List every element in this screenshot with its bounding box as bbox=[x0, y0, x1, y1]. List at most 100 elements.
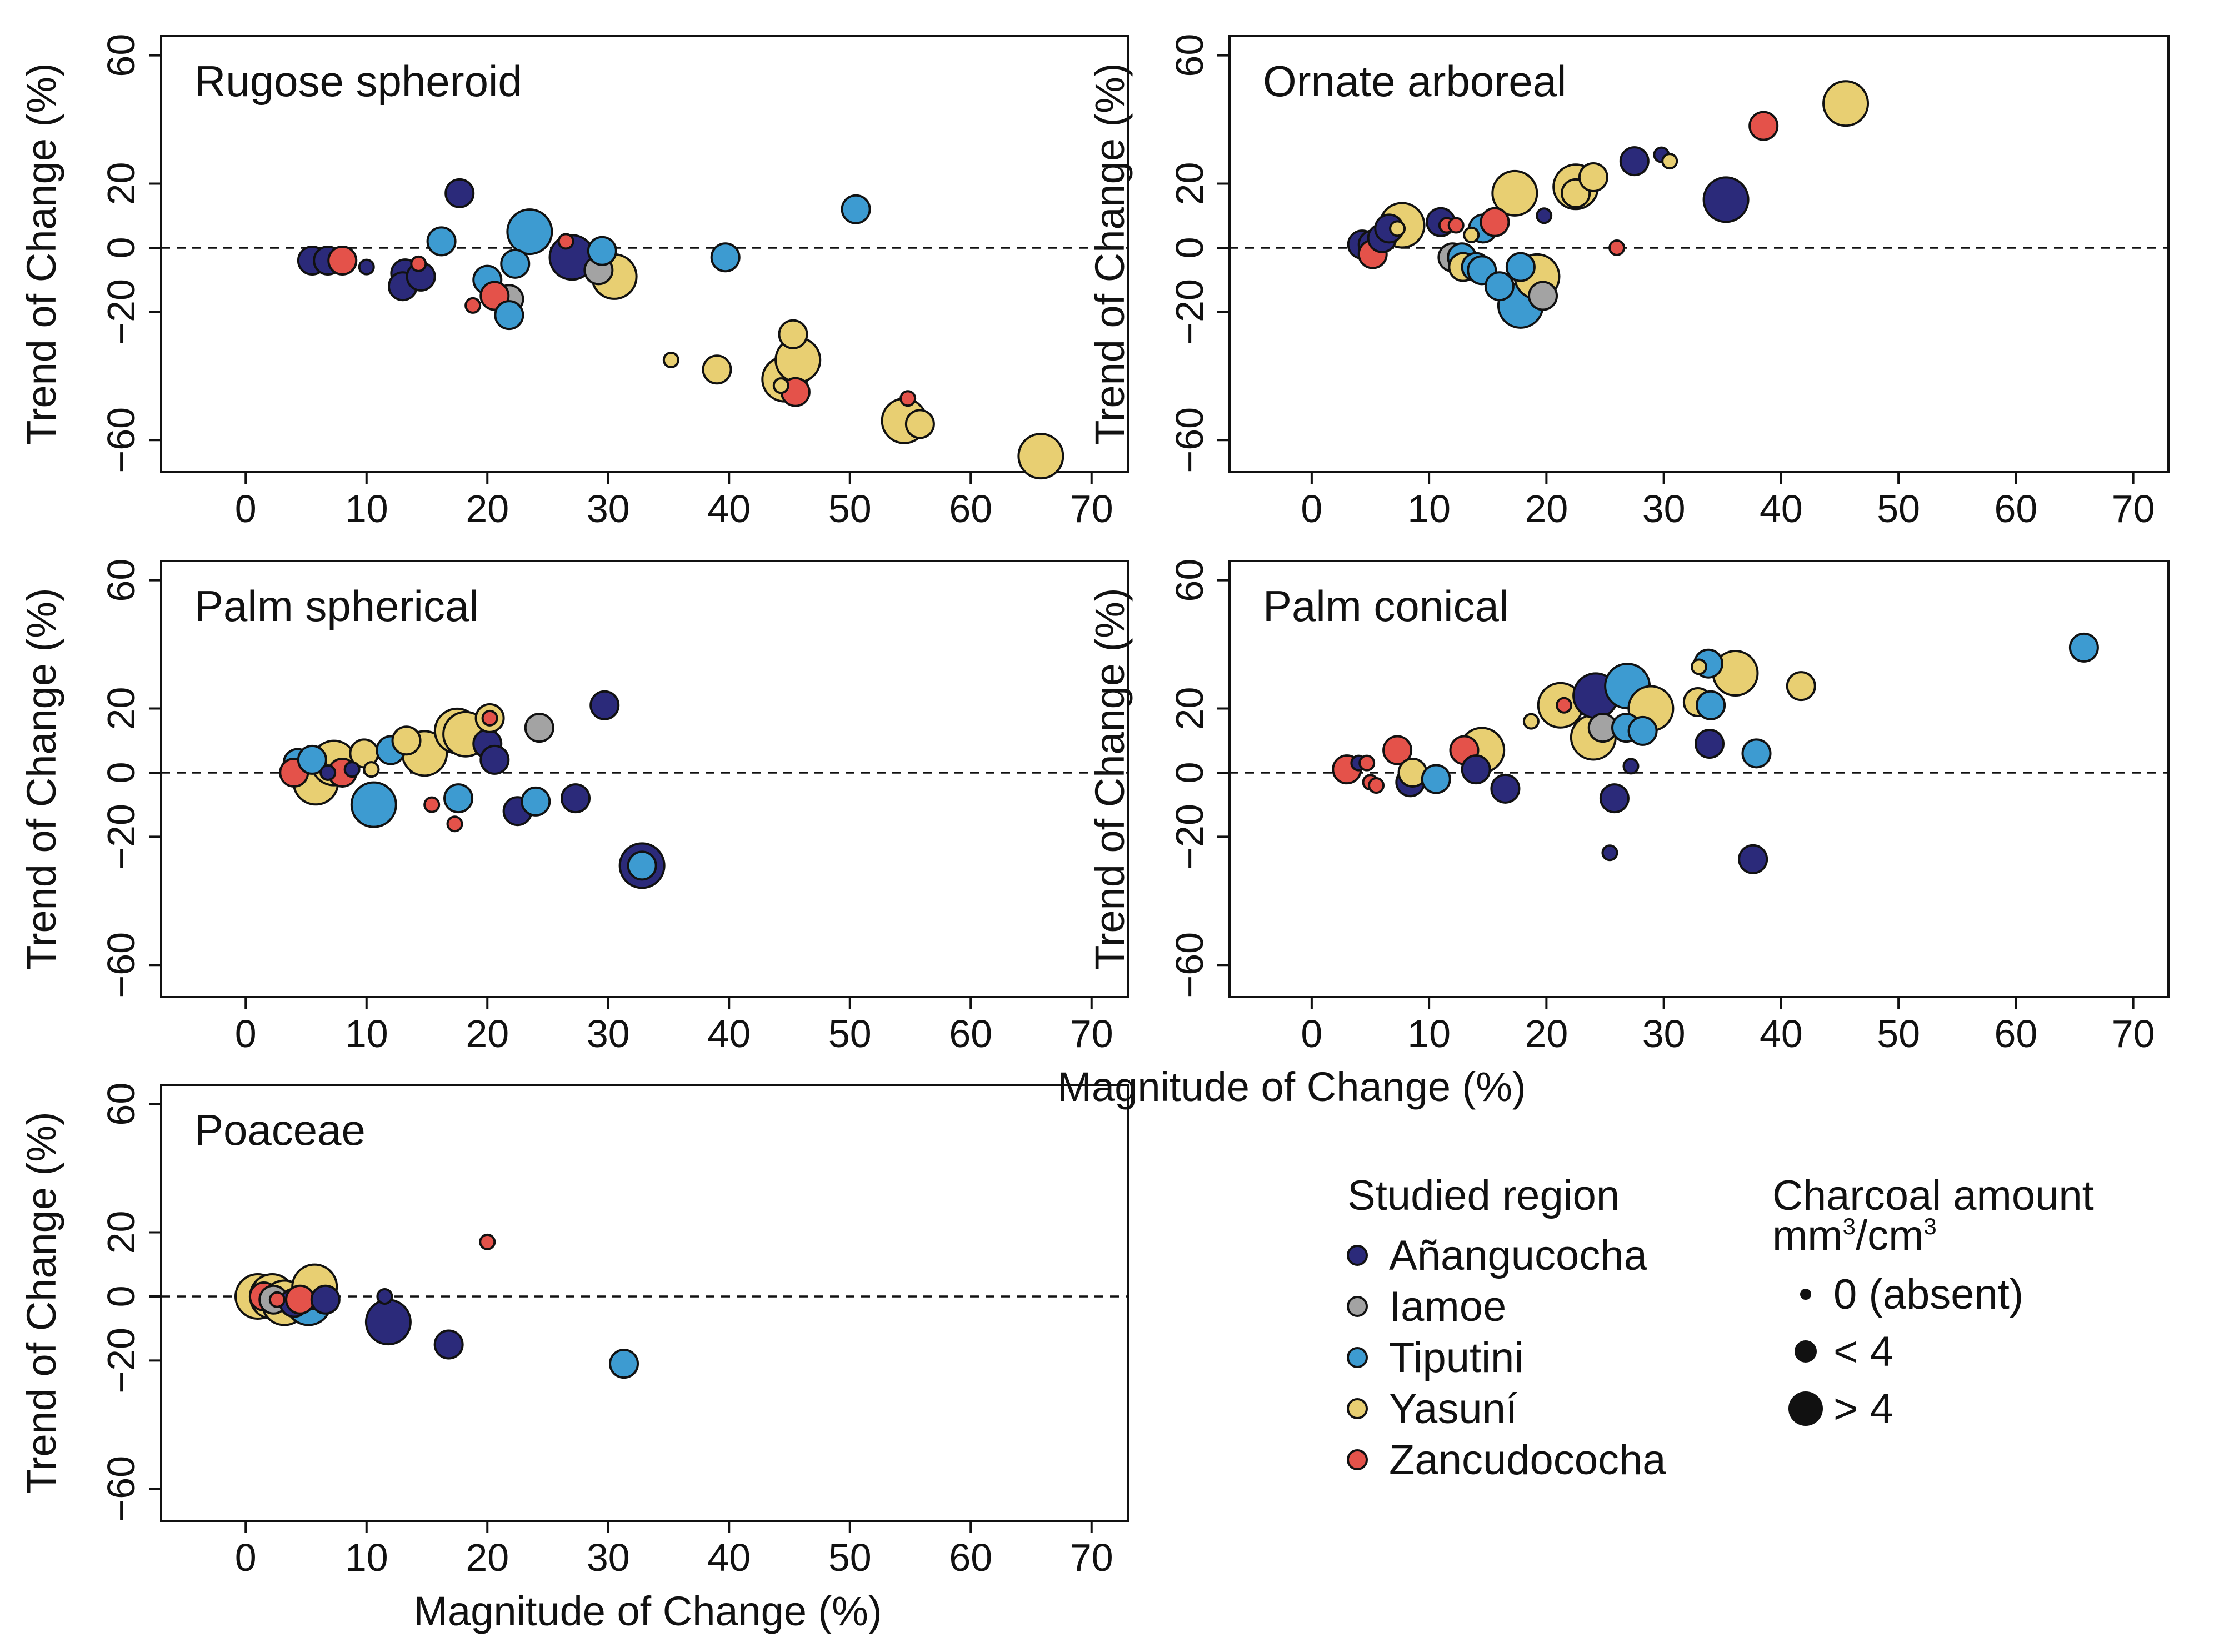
x-tick-label: 70 bbox=[1070, 1536, 1113, 1579]
y-tick-label: −60 bbox=[99, 932, 143, 998]
data-point-anangucocha bbox=[433, 1329, 464, 1360]
data-point-anangucocha bbox=[376, 1288, 393, 1305]
x-tick-label: 60 bbox=[949, 1012, 992, 1055]
x-tick-label: 50 bbox=[828, 487, 872, 530]
x-tick-label: 50 bbox=[828, 1012, 872, 1055]
data-point-anangucocha bbox=[364, 1299, 412, 1346]
data-point-tiputini bbox=[521, 786, 551, 817]
data-point-yasuni bbox=[1463, 226, 1480, 243]
y-tick-label: 60 bbox=[1168, 559, 1211, 602]
data-point-zancudococha bbox=[446, 815, 463, 833]
data-point-iamoe bbox=[1528, 281, 1558, 311]
panel-palm-spherical: 0 10 20 30 40 50 60 70 −60 −20 0 20 60 Trend of Chang… bbox=[18, 559, 1129, 1055]
x-tick-label: 60 bbox=[1994, 1012, 2037, 1055]
legend-unit-mid: /cm bbox=[1856, 1212, 1923, 1259]
data-point-zancudococha bbox=[557, 233, 574, 250]
y-tick-label: 20 bbox=[1168, 162, 1211, 206]
data-point-tiputini bbox=[494, 300, 524, 331]
data-point-zancudococha bbox=[1368, 777, 1385, 794]
legend-label-yasuni: Yasuní bbox=[1389, 1385, 1517, 1433]
y-tick-label: 0 bbox=[99, 1285, 143, 1307]
legend-swatch-yasuni bbox=[1347, 1398, 1368, 1419]
x-tick-label: 10 bbox=[1407, 1012, 1451, 1055]
y-tick-label: 20 bbox=[99, 162, 143, 206]
data-point-yasuni bbox=[1522, 713, 1540, 730]
legend-region-title: Studied region bbox=[1347, 1172, 1620, 1219]
legend-swatch-tiputini bbox=[1347, 1347, 1368, 1368]
x-tick-label: 0 bbox=[235, 1536, 257, 1579]
x-tick-label: 0 bbox=[235, 1012, 257, 1055]
x-tick-label: 30 bbox=[1642, 487, 1686, 530]
x-tick-label: 0 bbox=[1301, 487, 1322, 530]
data-point-zancudococha bbox=[285, 1284, 316, 1315]
x-tick-label: 40 bbox=[707, 1536, 751, 1579]
data-point-yasuni bbox=[1661, 153, 1678, 170]
x-tick-label: 20 bbox=[466, 487, 509, 530]
data-point-tiputini bbox=[1627, 715, 1658, 746]
data-point-yasuni bbox=[772, 377, 789, 394]
data-point-zancudococha bbox=[1556, 697, 1573, 714]
data-point-zancudococha bbox=[899, 390, 917, 407]
data-point-zancudococha bbox=[410, 255, 427, 272]
panel-poaceae: 0 10 20 30 40 50 60 70 −60 −20 0 20 60 Trend of Chang… bbox=[18, 1083, 1129, 1579]
data-point-tiputini bbox=[2068, 632, 2099, 663]
data-point-zancudococha bbox=[464, 297, 482, 314]
legend-label-anangucocha: Añangucocha bbox=[1389, 1232, 1648, 1279]
y-tick-label: −60 bbox=[99, 407, 143, 473]
y-tick-label: 0 bbox=[1168, 762, 1211, 783]
y-tick-label: −20 bbox=[99, 1328, 143, 1394]
x-tick-label: 0 bbox=[1301, 1012, 1322, 1055]
y-tick-label: −20 bbox=[99, 804, 143, 870]
data-point-zancudococha bbox=[1608, 239, 1626, 256]
data-point-tiputini bbox=[841, 194, 871, 224]
x-tick-label: 50 bbox=[1877, 1012, 1920, 1055]
data-point-anangucocha bbox=[1461, 754, 1491, 785]
legend-charcoal-unit: mm3/cm3 bbox=[1772, 1212, 1937, 1259]
data-point-anangucocha bbox=[1702, 176, 1750, 223]
legend-size-label: 0 (absent) bbox=[1833, 1271, 2023, 1318]
data-point-tiputini bbox=[710, 242, 741, 273]
data-point-tiputini bbox=[1696, 690, 1726, 720]
x-tick-label: 10 bbox=[345, 1536, 388, 1579]
y-axis-label: Trend of Change (%) bbox=[1087, 63, 1133, 445]
data-point-anangucocha bbox=[358, 258, 375, 276]
legend-swatch-zancudococha bbox=[1347, 1449, 1368, 1470]
data-point-anangucocha bbox=[1619, 146, 1650, 177]
x-tick-label: 50 bbox=[828, 1536, 872, 1579]
data-point-tiputini bbox=[1421, 764, 1451, 794]
panel-ornate-arboreal: 0 10 20 30 40 50 60 70 −60 −20 0 20 60 Trend of Chang… bbox=[1087, 34, 2170, 530]
data-point-yasuni bbox=[1491, 169, 1538, 217]
data-point-anangucocha bbox=[1536, 207, 1553, 224]
data-point-yasuni bbox=[904, 409, 935, 439]
y-tick-label: 0 bbox=[99, 237, 143, 258]
data-point-tiputini bbox=[350, 781, 397, 828]
panel-title: Palm spherical bbox=[194, 582, 479, 630]
data-point-zancudococha bbox=[423, 796, 441, 813]
y-tick-label: −20 bbox=[99, 279, 143, 345]
y-axis-label: Trend of Change (%) bbox=[18, 63, 64, 445]
x-tick-label: 10 bbox=[345, 1012, 388, 1055]
x-tick-label: 10 bbox=[345, 487, 388, 530]
legend-label-iamoe: Iamoe bbox=[1389, 1283, 1506, 1330]
panel-title: Poaceae bbox=[194, 1105, 366, 1154]
data-point-yasuni bbox=[1389, 220, 1406, 237]
data-point-yasuni bbox=[1786, 671, 1816, 702]
data-point-zancudococha bbox=[268, 1291, 286, 1308]
x-tick-label: 0 bbox=[235, 487, 257, 530]
data-point-tiputini bbox=[426, 226, 457, 257]
data-point-iamoe bbox=[524, 713, 554, 743]
panel-title: Rugose spheroid bbox=[194, 57, 522, 106]
x-tick-label: 40 bbox=[707, 487, 751, 530]
legend-unit-base: mm bbox=[1772, 1212, 1843, 1259]
legend-size-label: > 4 bbox=[1833, 1385, 1893, 1433]
legend-size-label: < 4 bbox=[1833, 1328, 1893, 1375]
x-tick-label: 70 bbox=[1070, 487, 1113, 530]
y-axis-label: Trend of Change (%) bbox=[1087, 588, 1133, 970]
legend-unit-sup2: 3 bbox=[1923, 1213, 1936, 1239]
x-tick-label: 60 bbox=[949, 1536, 992, 1579]
data-point-anangucocha bbox=[310, 1284, 341, 1315]
y-tick-label: 60 bbox=[1168, 34, 1211, 77]
x-tick-label: 20 bbox=[1525, 487, 1568, 530]
data-point-yasuni bbox=[1578, 162, 1608, 192]
legend-swatch-iamoe bbox=[1347, 1296, 1368, 1317]
